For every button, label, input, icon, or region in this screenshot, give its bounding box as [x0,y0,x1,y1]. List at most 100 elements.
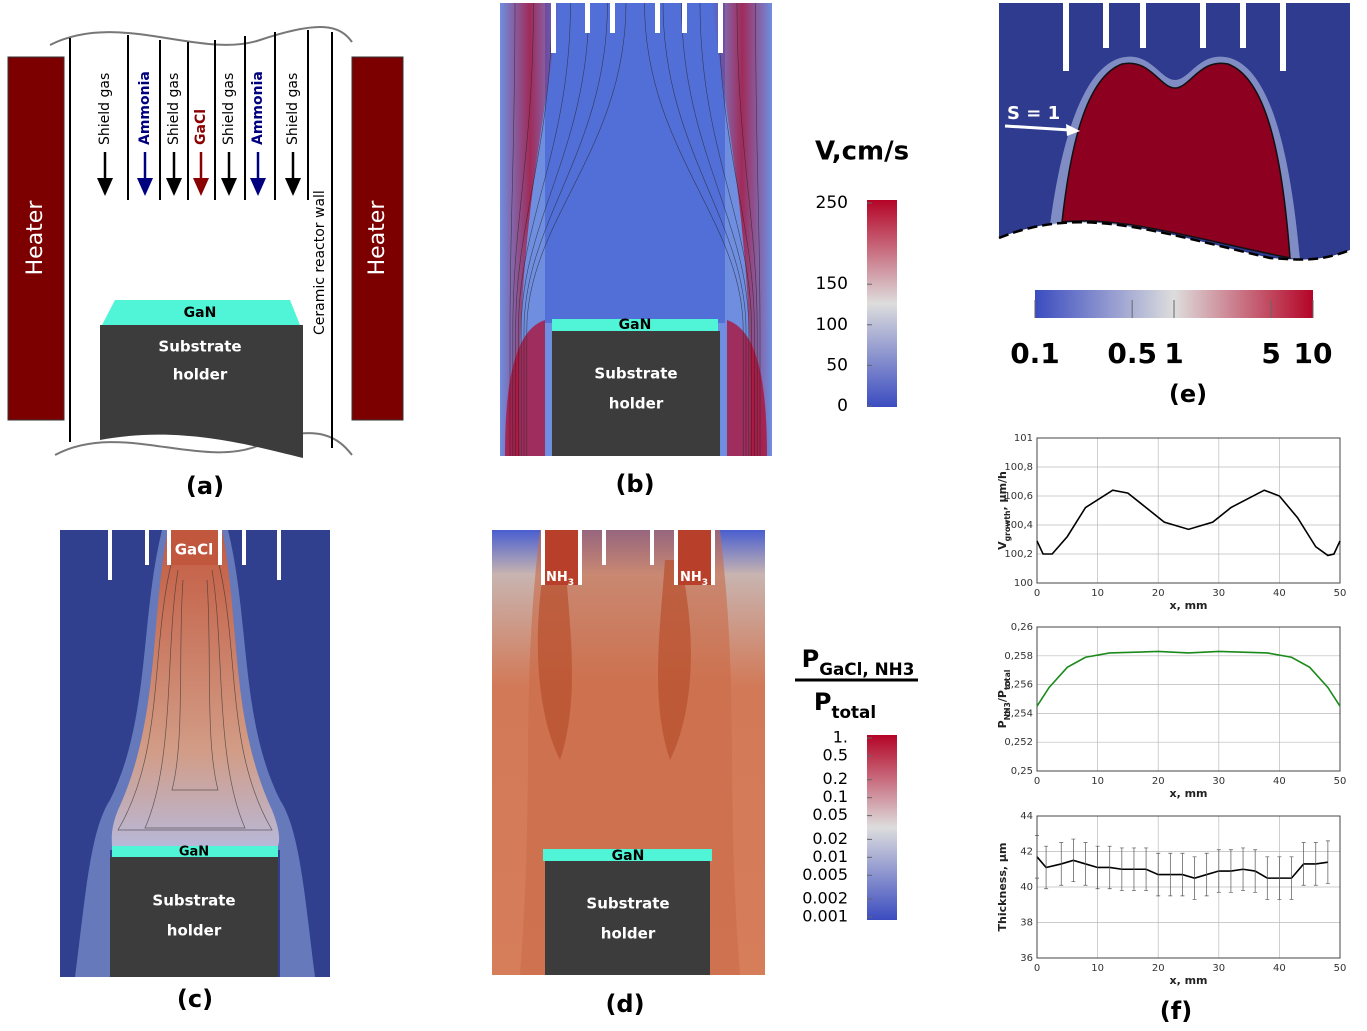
error-bar [1095,845,1100,890]
error-bar [1180,852,1185,897]
error-bar-line [1313,842,1318,886]
error-bar-line [1168,852,1173,897]
y-tick-label: 100,8 [1004,462,1033,473]
x-tick-label: 10 [1091,963,1104,974]
error-bar [1044,845,1049,890]
error-bar [1071,838,1076,883]
holder-label: Substrate [158,338,241,356]
colorbar-tick-label: 50 [826,355,848,375]
gan-film [112,846,278,857]
colorbar-tick-label: 0.5 [823,745,848,764]
inlet-label: Shield gas [285,73,301,145]
error-bar [1216,849,1221,893]
substrate-holder [100,325,303,458]
error-bar-line [1277,856,1282,900]
heater-label: Heater [23,200,48,276]
inlet-label: Ammonia [137,71,153,145]
error-bar-line [1059,842,1064,886]
flow-arrow [250,178,266,196]
text-part: V [996,541,1009,550]
plot-frame [1036,626,1341,772]
film-label: GaN [179,845,209,860]
velocity-field [545,3,725,323]
panel-c: GaCl GaN Substrate holder (c) [60,530,330,1013]
x-tick-label: 0 [1034,963,1040,974]
text-part: , µm/h [996,471,1009,510]
supersaturation-field [1061,62,1291,259]
nozzles [541,530,715,585]
error-bar-line [1044,845,1049,890]
error-bar [1168,852,1173,897]
error-bar-line [1241,847,1246,891]
y-tick-label: 44 [1020,811,1033,822]
x-axis-label: x, mm [1169,599,1207,612]
data-line [1036,650,1341,707]
text-part: NH3 [1003,702,1012,720]
plot-frame [1036,815,1341,959]
streamline [515,2,553,456]
y-tick-label: 100,4 [1004,520,1033,531]
text-part: P [802,645,820,673]
x-axis-label: x, mm [1169,974,1207,987]
error-bar-line [1265,856,1270,900]
y-tick-label: 0,25 [1011,766,1033,777]
text-part: NH [546,570,568,585]
x-tick-label: 0 [1034,588,1040,599]
colorbar [867,200,897,407]
text-part: NH [680,570,702,585]
film-label: GaN [612,848,645,864]
colorbar-tick-label: 100 [816,315,848,335]
error-bar-line [1071,838,1076,883]
velocity-field [505,320,545,456]
error-bar [1277,856,1282,900]
flow-arrow [166,178,182,196]
streamline [718,2,755,456]
colorbar-title: PGaCl, NH3 [802,645,915,679]
y-tick-label: 0,254 [1004,708,1033,719]
panel-label: (b) [615,470,654,498]
error-bar [1059,842,1064,886]
x-tick-label: 10 [1091,776,1104,787]
error-bar [1301,842,1306,886]
x-tick-label: 20 [1152,776,1165,787]
error-bar [1204,852,1209,897]
error-bar-line [1216,849,1221,893]
error-bar-line [1192,856,1197,900]
concentration-field [111,530,280,846]
colorbar-tick-label: 0.005 [802,865,848,884]
x-tick-label: 20 [1152,963,1165,974]
data-line [1036,489,1341,557]
error-bar-line [1095,845,1100,890]
error-bar [1192,856,1197,900]
panel-label: (c) [177,985,213,1013]
concentration-field [537,560,572,760]
text-part: GaCl, NH [819,659,902,679]
contours [117,559,273,831]
inlets: Shield gas Ammonia Shield gas GaCl Shield ga… [97,71,301,196]
y-tick-label: 42 [1020,847,1033,858]
colorbar-tick-label: 0.1 [823,787,848,806]
error-bar [1325,840,1330,884]
nozzles [1063,3,1286,71]
error-bar-line [1180,852,1185,897]
pointer-arrow [1004,124,1071,132]
colorbar-ticks: 0 50 100 150 250 [816,193,872,416]
flow-arrow [193,178,209,196]
error-bar-line [1228,849,1233,893]
x-tick-label: 50 [1334,588,1347,599]
colorbar-tick-label: 0.001 [802,907,848,926]
error-bar-line [1119,847,1124,891]
error-bar [1265,856,1270,900]
colorbar-tick-label: 0.01 [812,847,848,866]
inlet-walls [69,30,333,448]
error-bar [1253,849,1258,893]
substrate-holder [552,331,720,456]
colorbar-tick-label: 1 [1164,337,1183,370]
streamline [662,2,747,456]
substrate-holder [110,857,278,977]
reactor-top [49,26,353,46]
error-bar-line [1144,847,1149,891]
y-axis-label: PNH3/Ptotal [996,670,1012,729]
streamline [518,2,571,456]
